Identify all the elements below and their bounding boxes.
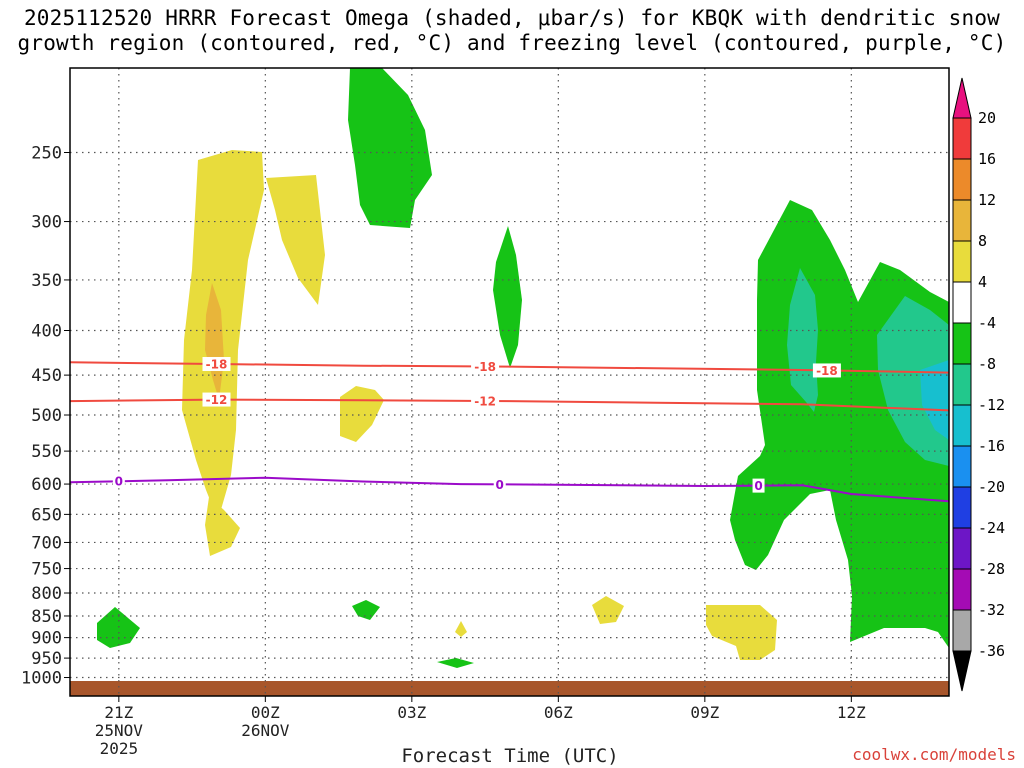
credit-text: coolwx.com/models <box>852 745 1016 764</box>
contour-labels: -18 -18 -18 -12 -12 0 0 0 <box>112 357 841 493</box>
colorbar-top-triangle <box>952 77 972 119</box>
chart-title-line2: growth region (contoured, red, °C) and f… <box>17 31 1007 55</box>
colorbar-box <box>952 527 972 570</box>
omega-region-teal <box>787 268 818 412</box>
y-tick-label: 850 <box>31 607 62 627</box>
colorbar: 20 16 12 8 4 -4 -8 -12 -16 -20 -24 -28 -32 -36 <box>952 77 1005 692</box>
contour-label-bg <box>202 392 231 407</box>
contour-label-bg <box>812 363 841 378</box>
y-tick-label: 900 <box>31 629 62 649</box>
contour-label-bg <box>112 474 125 489</box>
colorbar-box <box>952 363 972 406</box>
omega-region-green <box>493 226 522 368</box>
colorbar-box <box>952 404 972 447</box>
x-axis-label: Forecast Time (UTC) <box>401 745 619 767</box>
omega-region-yellow <box>266 175 325 305</box>
omega-region-teal <box>877 296 949 466</box>
contour-freezing-level <box>70 476 949 503</box>
colorbar-box <box>952 199 972 242</box>
contour-label-bg <box>471 393 500 408</box>
colorbar-box <box>952 322 972 365</box>
omega-region-green <box>352 600 380 620</box>
x-tick-label: 09Z <box>690 703 719 722</box>
colorbar-label: -32 <box>978 601 1005 619</box>
colorbar-label: -36 <box>978 642 1005 660</box>
x-tick-label: 03Z <box>397 703 426 722</box>
contour-label: -18 <box>474 360 496 374</box>
contour-label-bg <box>202 357 231 372</box>
colorbar-box <box>952 445 972 488</box>
chart-title: 2025112520 HRRR Forecast Omega (shaded, … <box>0 6 1024 56</box>
omega-region-yellow <box>706 605 777 660</box>
contour-label-bg <box>493 477 506 492</box>
colorbar-box <box>952 609 972 652</box>
y-tick-label: 750 <box>31 560 62 580</box>
colorbar-bottom-triangle <box>952 650 972 692</box>
omega-region-yellow <box>205 497 240 556</box>
colorbar-box <box>952 281 972 324</box>
contour-label-bg <box>752 478 765 493</box>
colorbar-label: -20 <box>978 478 1005 496</box>
colorbar-label: 8 <box>978 232 987 250</box>
plot-frame <box>69 67 950 697</box>
colorbar-box <box>952 486 972 529</box>
x-tick-label: 00Z <box>251 703 280 722</box>
colorbar-label: -12 <box>978 396 1005 414</box>
y-tick-label: 800 <box>31 584 62 604</box>
colorbar-label: 12 <box>978 191 996 209</box>
contour-label: 0 <box>496 478 504 492</box>
chart-title-line1: 2025112520 HRRR Forecast Omega (shaded, … <box>23 6 1001 30</box>
ground-strip <box>70 681 949 696</box>
contour-label: -18 <box>206 358 228 372</box>
colorbar-label: -24 <box>978 519 1005 537</box>
y-tick-label: 600 <box>31 475 62 495</box>
x-tick-label: 21Z <box>104 703 133 722</box>
omega-region-green <box>348 68 432 228</box>
colorbar-label: -8 <box>978 355 996 373</box>
y-tick-label: 500 <box>31 406 62 426</box>
y-tick-label: 450 <box>31 366 62 386</box>
gridlines <box>70 68 949 696</box>
colorbar-label: -4 <box>978 314 996 332</box>
contour-label: -18 <box>816 364 838 378</box>
omega-region-yellow <box>182 150 264 520</box>
contour-label: -12 <box>206 393 228 407</box>
y-tick-label: 950 <box>31 649 62 669</box>
colorbar-label: 4 <box>978 273 987 291</box>
y-tick-label: 550 <box>31 442 62 462</box>
y-tick-label: 300 <box>31 213 62 233</box>
colorbar-label: -16 <box>978 437 1005 455</box>
x-tick-label: 06Z <box>544 703 573 722</box>
omega-region-cyan <box>920 360 949 440</box>
omega-region-green <box>437 658 474 668</box>
colorbar-label: 16 <box>978 150 996 168</box>
contour-label: -12 <box>474 394 496 408</box>
colorbar-label: -28 <box>978 560 1005 578</box>
contour-label: 0 <box>115 475 123 489</box>
omega-region-yellow <box>455 621 467 637</box>
omega-region-yellow <box>592 596 624 624</box>
colorbar-box <box>952 568 972 611</box>
contour-label-bg <box>471 359 500 374</box>
contour-label: 0 <box>754 479 762 493</box>
y-tick-label: 250 <box>31 144 62 164</box>
y-axis-ticks: 2503003504004505005506006507007508008509… <box>21 144 70 689</box>
y-tick-label: 700 <box>31 533 62 553</box>
y-tick-label: 1000 <box>21 669 62 689</box>
colorbar-label: 20 <box>978 109 996 127</box>
y-tick-label: 350 <box>31 271 62 291</box>
x-tick-year: 2025 <box>100 739 139 758</box>
y-tick-label: 400 <box>31 322 62 342</box>
colorbar-box <box>952 240 972 283</box>
y-tick-label: 650 <box>31 505 62 525</box>
x-tick-date: 25NOV <box>95 721 144 740</box>
x-tick-label: 12Z <box>837 703 866 722</box>
colorbar-box <box>952 117 972 160</box>
colorbar-box <box>952 158 972 201</box>
omega-shading <box>97 68 949 668</box>
x-tick-date: 26NOV <box>241 721 290 740</box>
